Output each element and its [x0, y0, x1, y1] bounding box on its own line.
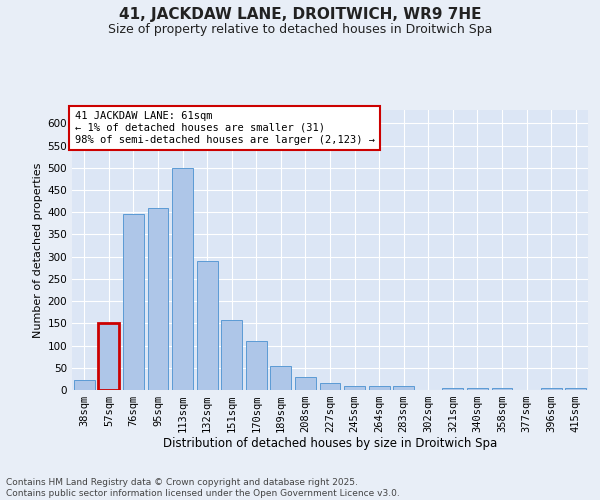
Bar [148, 208, 169, 390]
Bar [295, 376, 316, 390]
Bar [98, 324, 119, 390]
Y-axis label: Number of detached properties: Number of detached properties [33, 162, 43, 338]
Bar [442, 388, 463, 390]
Bar [491, 388, 512, 390]
Bar [172, 168, 193, 390]
Bar [74, 380, 95, 390]
Text: 41 JACKDAW LANE: 61sqm
← 1% of detached houses are smaller (31)
98% of semi-deta: 41 JACKDAW LANE: 61sqm ← 1% of detached … [74, 112, 374, 144]
Bar [368, 386, 389, 390]
Bar [393, 386, 414, 390]
Bar [123, 214, 144, 390]
Bar [221, 320, 242, 390]
Text: Contains HM Land Registry data © Crown copyright and database right 2025.
Contai: Contains HM Land Registry data © Crown c… [6, 478, 400, 498]
X-axis label: Distribution of detached houses by size in Droitwich Spa: Distribution of detached houses by size … [163, 436, 497, 450]
Bar [344, 386, 365, 390]
Bar [320, 384, 340, 390]
Bar [246, 341, 267, 390]
Bar [197, 261, 218, 390]
Bar [467, 388, 488, 390]
Text: 41, JACKDAW LANE, DROITWICH, WR9 7HE: 41, JACKDAW LANE, DROITWICH, WR9 7HE [119, 8, 481, 22]
Bar [565, 388, 586, 390]
Bar [271, 366, 292, 390]
Bar [541, 388, 562, 390]
Text: Size of property relative to detached houses in Droitwich Spa: Size of property relative to detached ho… [108, 22, 492, 36]
